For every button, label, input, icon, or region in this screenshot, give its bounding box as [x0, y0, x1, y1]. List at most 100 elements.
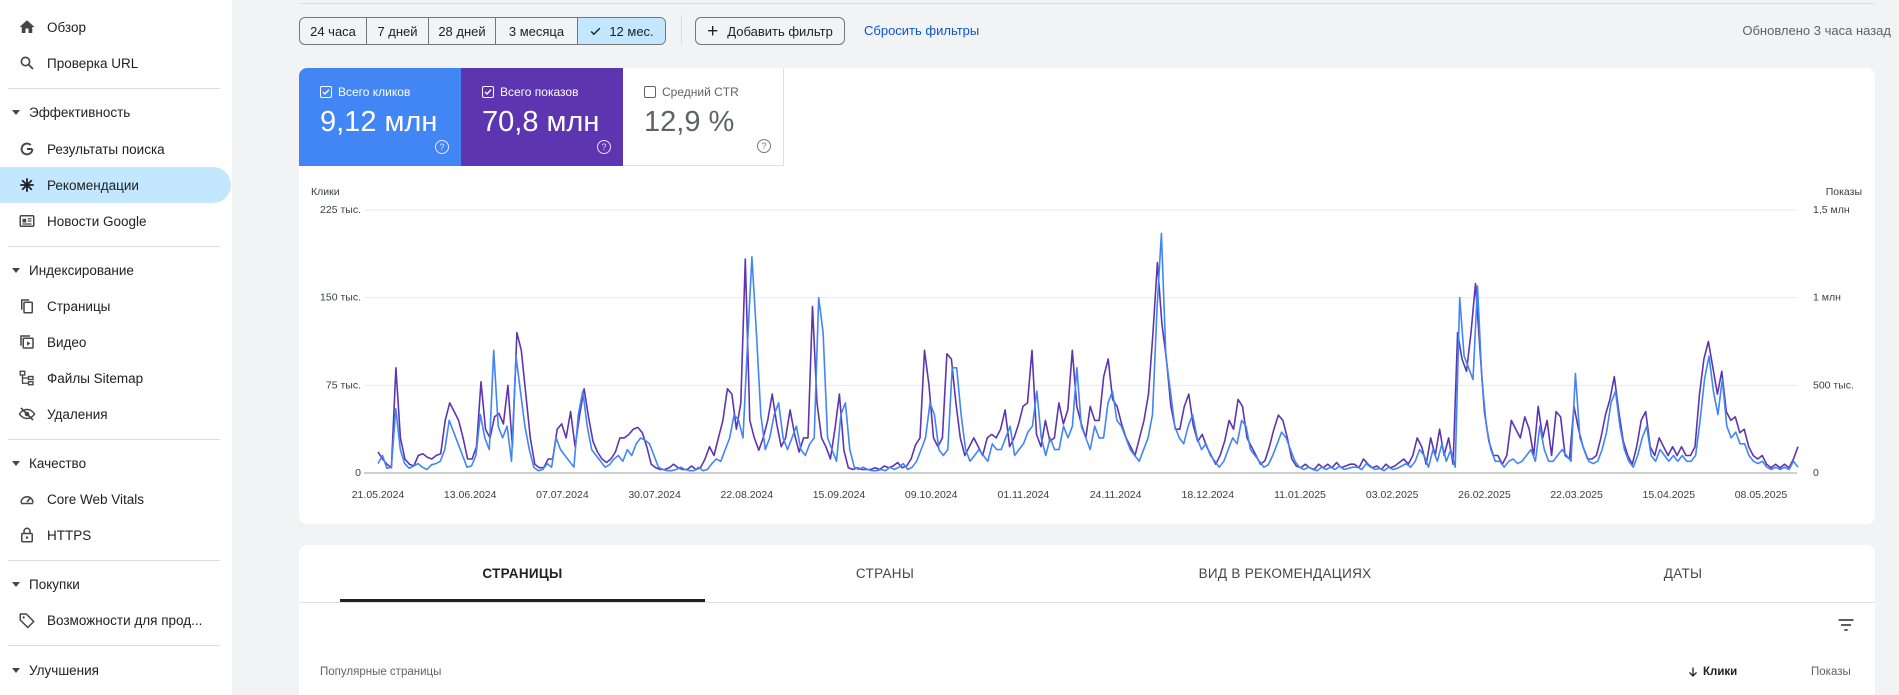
x-tick-label: 07.07.2024 [536, 489, 589, 501]
column-header-top-pages[interactable]: Популярные страницы [320, 666, 442, 678]
caret-down-icon [12, 581, 20, 587]
impressions-series-line [377, 258, 1799, 471]
checkbox-checked-icon[interactable] [482, 86, 494, 98]
y-left-tick-label: 0 [355, 467, 361, 479]
sidebar-item-removals[interactable]: Удаления [0, 396, 232, 432]
section-shopping[interactable]: Покупки [0, 566, 232, 602]
y-right-tick-label: 500 тыс. [1813, 379, 1854, 391]
tab-dates[interactable]: ДАТЫ [1663, 566, 1703, 581]
y-left-tick-label: 75 тыс. [326, 379, 361, 391]
checkbox-unchecked-icon[interactable] [644, 86, 656, 98]
range-28d-button[interactable]: 28 дней [429, 18, 496, 44]
section-title: Улучшения [29, 662, 99, 678]
date-range-selector: 24 часа 7 дней 28 дней 3 месяца 12 мес. [299, 17, 666, 45]
help-icon[interactable]: ? [597, 140, 611, 154]
section-title: Покупки [29, 576, 80, 592]
metric-label: Всего показов [500, 85, 579, 99]
range-12m-button[interactable]: 12 мес. [578, 18, 665, 44]
x-tick-label: 15.04.2025 [1643, 489, 1696, 501]
metric-value: 9,12 млн [320, 106, 438, 138]
sidebar-item-https[interactable]: HTTPS [0, 517, 232, 553]
sidebar-item-label: Обзор [47, 19, 86, 35]
sidebar-item-discover[interactable]: Рекомендации [0, 167, 231, 203]
caret-down-icon [12, 109, 20, 115]
reset-filters-link[interactable]: Сбросить фильтры [864, 23, 980, 38]
check-icon [589, 25, 602, 38]
x-tick-label: 21.05.2024 [352, 489, 405, 501]
search-icon [17, 53, 37, 73]
x-tick-label: 13.06.2024 [444, 489, 497, 501]
sidebar-divider [8, 88, 220, 89]
news-icon [17, 211, 37, 231]
sidebar-item-url-inspection[interactable]: Проверка URL [0, 45, 232, 81]
eye-off-icon [17, 404, 37, 424]
plus-icon: + [707, 20, 719, 42]
x-tick-label: 01.11.2024 [998, 489, 1050, 501]
performance-chart-card: 0 0 75 тыс. 500 тыс. 150 тыс. 1 млн 225 тыс. 1,… [299, 68, 1875, 524]
sidebar-item-google-news[interactable]: Новости Google [0, 203, 232, 239]
section-experience[interactable]: Качество [0, 445, 232, 481]
x-tick-label: 24.11.2024 [1090, 489, 1142, 501]
sidebar-item-sitemaps[interactable]: Файлы Sitemap [0, 360, 232, 396]
sitemap-icon [17, 368, 37, 388]
checkbox-checked-icon[interactable] [320, 86, 332, 98]
sidebar-item-label: Удаления [47, 406, 108, 422]
tag-icon [17, 610, 37, 630]
x-tick-label: 30.07.2024 [628, 489, 681, 501]
caret-down-icon [12, 267, 20, 273]
sidebar-item-label: Результаты поиска [47, 141, 165, 157]
tab-discover-appearance[interactable]: ВИД В РЕКОМЕНДАЦИЯХ [1198, 566, 1372, 581]
sidebar-item-search-results[interactable]: Результаты поиска [0, 131, 232, 167]
metric-label: Средний CTR [662, 85, 739, 99]
top-divider [300, 3, 1875, 4]
sidebar-item-core-web-vitals[interactable]: Core Web Vitals [0, 481, 232, 517]
section-enhancements[interactable]: Улучшения [0, 652, 232, 688]
range-label: 24 часа [310, 23, 356, 39]
sidebar-item-merchant-listings[interactable]: Возможности для прод... [0, 602, 232, 638]
section-performance[interactable]: Эффективность [0, 94, 232, 130]
x-tick-label: 09.10.2024 [905, 489, 958, 501]
caret-down-icon [12, 460, 20, 466]
x-tick-label: 22.03.2025 [1550, 489, 1603, 501]
range-24h-button[interactable]: 24 часа [300, 18, 367, 44]
x-tick-label: 15.09.2024 [813, 489, 866, 501]
metric-total-clicks[interactable]: Всего кликов 9,12 млн ? [299, 68, 461, 166]
home-icon [17, 17, 37, 37]
sidebar-item-pages[interactable]: Страницы [0, 288, 232, 324]
help-icon[interactable]: ? [757, 139, 771, 153]
sidebar-item-label: Возможности для прод... [47, 612, 203, 628]
range-label: 28 дней [438, 23, 486, 39]
x-tick-label: 11.01.2025 [1274, 489, 1326, 501]
toolbar-divider [681, 15, 682, 45]
active-tab-indicator [340, 599, 705, 602]
sidebar-item-label: Рекомендации [47, 177, 139, 193]
x-tick-label: 26.02.2025 [1458, 489, 1511, 501]
column-header-impressions[interactable]: Показы [1811, 666, 1851, 678]
lock-icon [17, 525, 37, 545]
tab-countries[interactable]: СТРАНЫ [855, 566, 915, 581]
metric-average-ctr[interactable]: Средний CTR 12,9 % ? [623, 68, 784, 166]
asterisk-icon [17, 175, 37, 195]
tab-pages[interactable]: СТРАНИЦЫ [482, 566, 563, 581]
sidebar-item-label: Файлы Sitemap [47, 370, 144, 386]
section-indexing[interactable]: Индексирование [0, 252, 232, 288]
metric-total-impressions[interactable]: Всего показов 70,8 млн ? [461, 68, 623, 166]
sidebar-divider [8, 439, 220, 440]
add-filter-button[interactable]: + Добавить фильтр [695, 17, 845, 45]
range-7d-button[interactable]: 7 дней [367, 18, 429, 44]
sidebar-item-video[interactable]: Видео [0, 324, 232, 360]
details-table-card: СТРАНИЦЫ СТРАНЫ ВИД В РЕКОМЕНДАЦИЯХ ДАТЫ… [299, 545, 1875, 695]
column-header-label: Клики [1703, 666, 1738, 678]
video-icon [17, 332, 37, 352]
sidebar-item-overview[interactable]: Обзор [0, 9, 232, 45]
sidebar-item-label: Core Web Vitals [47, 491, 145, 507]
filter-rows-icon[interactable] [1836, 615, 1856, 635]
range-3m-button[interactable]: 3 месяца [496, 18, 578, 44]
add-filter-label: Добавить фильтр [727, 23, 833, 39]
column-header-clicks[interactable]: Клики [1687, 666, 1737, 678]
x-tick-label: 18.12.2024 [1182, 489, 1235, 501]
sidebar-item-label: Видео [47, 334, 87, 350]
range-label: 12 мес. [609, 23, 654, 39]
help-icon[interactable]: ? [435, 140, 449, 154]
sidebar-item-label: HTTPS [47, 527, 92, 543]
